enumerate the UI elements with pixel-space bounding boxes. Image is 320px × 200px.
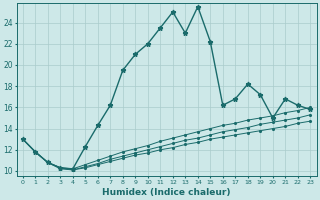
X-axis label: Humidex (Indice chaleur): Humidex (Indice chaleur) [102, 188, 231, 197]
